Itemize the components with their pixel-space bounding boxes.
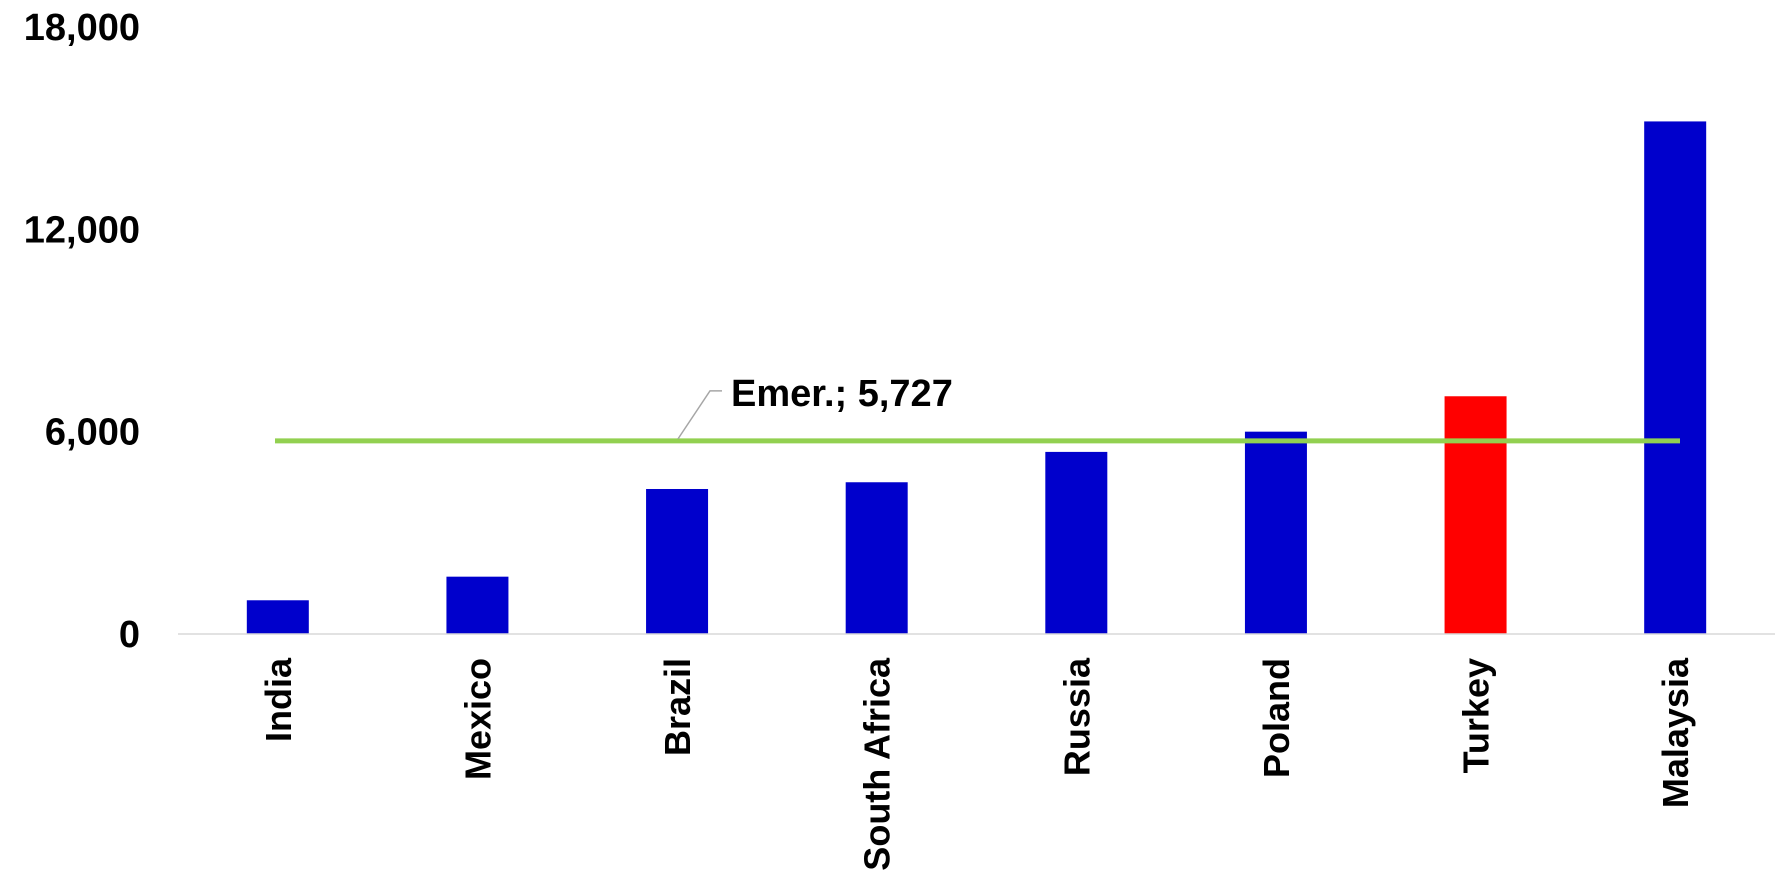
bar-poland	[1244, 431, 1307, 634]
bar-south-africa	[845, 482, 908, 634]
reference-line-label: Emer.; 5,727	[731, 373, 953, 415]
bar-india	[246, 600, 309, 634]
x-category-label: India	[258, 657, 299, 742]
bar-mexico	[446, 576, 509, 634]
x-category-label: Brazil	[657, 658, 698, 756]
y-tick-label: 12,000	[24, 209, 140, 251]
y-tick-label: 0	[119, 614, 140, 656]
reference-label-leader-line	[677, 390, 722, 440]
y-axis-tick-labels: 0 6,000 12,000 18,000	[24, 7, 140, 656]
y-tick-label: 6,000	[45, 412, 140, 454]
bar-brazil	[646, 488, 709, 634]
bars	[246, 121, 1707, 634]
bar-malaysia	[1644, 121, 1707, 634]
reference-line-group: Emer.; 5,727	[275, 373, 1680, 444]
x-axis-category-labels: India Mexico Brazil South Africa Russia Polan…	[258, 657, 1696, 871]
x-category-label: Turkey	[1456, 658, 1497, 773]
bar-turkey	[1444, 396, 1507, 634]
x-category-label: South Africa	[857, 657, 898, 871]
x-category-label: Poland	[1256, 658, 1297, 778]
x-category-label: Malaysia	[1655, 657, 1696, 808]
bar-russia	[1045, 451, 1108, 634]
y-tick-label: 18,000	[24, 7, 140, 49]
x-category-label: Mexico	[457, 658, 498, 780]
x-category-label: Russia	[1056, 657, 1097, 776]
